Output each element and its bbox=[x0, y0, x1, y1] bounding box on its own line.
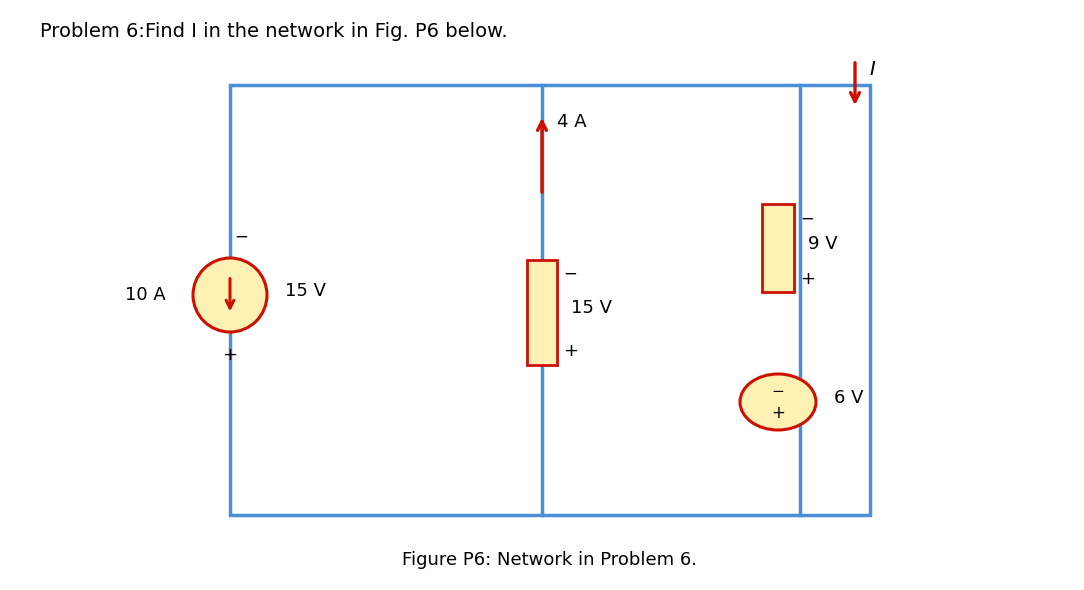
Text: I: I bbox=[869, 60, 875, 79]
Text: −: − bbox=[772, 384, 785, 399]
Text: +: + bbox=[800, 270, 815, 288]
Text: 6 V: 6 V bbox=[834, 389, 864, 407]
Text: −: − bbox=[234, 228, 248, 246]
Text: −: − bbox=[800, 210, 814, 228]
Text: Figure P6: Network in Problem 6.: Figure P6: Network in Problem 6. bbox=[402, 551, 697, 569]
Text: 15 V: 15 V bbox=[285, 282, 326, 300]
Text: +: + bbox=[222, 346, 237, 364]
Text: 10 A: 10 A bbox=[125, 286, 166, 304]
Ellipse shape bbox=[740, 374, 816, 430]
FancyBboxPatch shape bbox=[762, 204, 793, 292]
Text: 15 V: 15 V bbox=[571, 299, 612, 317]
Text: 9 V: 9 V bbox=[808, 235, 838, 253]
FancyBboxPatch shape bbox=[527, 260, 557, 365]
Text: 4 A: 4 A bbox=[557, 113, 586, 131]
Text: Problem 6:: Problem 6: bbox=[40, 22, 145, 41]
Text: +: + bbox=[563, 343, 578, 360]
Circle shape bbox=[193, 258, 267, 332]
Text: +: + bbox=[771, 404, 785, 422]
Text: Find I in the network in Fig. P6 below.: Find I in the network in Fig. P6 below. bbox=[145, 22, 507, 41]
Text: −: − bbox=[563, 264, 577, 283]
